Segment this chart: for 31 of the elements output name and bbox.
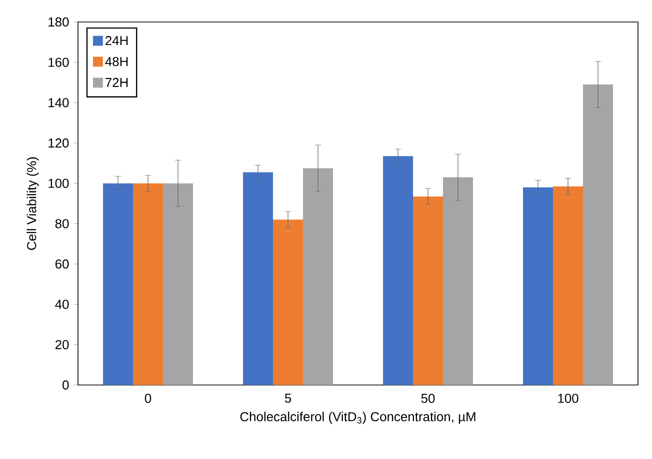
y-axis-title: Cell Viability (%)	[26, 157, 39, 250]
y-tick-label: 80	[55, 219, 69, 228]
x-axis-title: Cholecalciferol (VitD$_{3}$) Concentration, µM	[240, 412, 476, 424]
y-tick-label: 160	[48, 58, 69, 67]
bar	[243, 172, 273, 385]
bar	[553, 186, 584, 385]
bar	[413, 196, 444, 385]
y-tick-label: 140	[48, 98, 69, 108]
bar	[103, 183, 133, 385]
bar	[383, 156, 414, 385]
legend-label: 48H	[105, 56, 128, 66]
bar	[133, 183, 163, 385]
bar	[583, 84, 614, 385]
bar	[303, 168, 334, 385]
y-tick-label: 40	[55, 300, 69, 309]
bar	[443, 177, 474, 385]
y-tick-label: 180	[48, 17, 69, 27]
y-tick-label: 0	[62, 380, 69, 390]
bar	[163, 183, 193, 385]
bar	[273, 220, 303, 385]
bar	[523, 187, 554, 385]
y-tick-label: 120	[48, 138, 69, 148]
y-tick-label: 20	[55, 340, 69, 350]
y-tick-label: 100	[48, 178, 69, 188]
legend-label: 72H	[106, 78, 128, 87]
x-tick-label: 50	[421, 394, 435, 403]
x-tick-label: 100	[558, 394, 578, 403]
x-tick-label: 0	[144, 394, 152, 403]
x-tick-label: 5	[284, 394, 292, 403]
y-tick-label: 60	[55, 259, 69, 269]
legend-label: 24H	[106, 36, 128, 46]
